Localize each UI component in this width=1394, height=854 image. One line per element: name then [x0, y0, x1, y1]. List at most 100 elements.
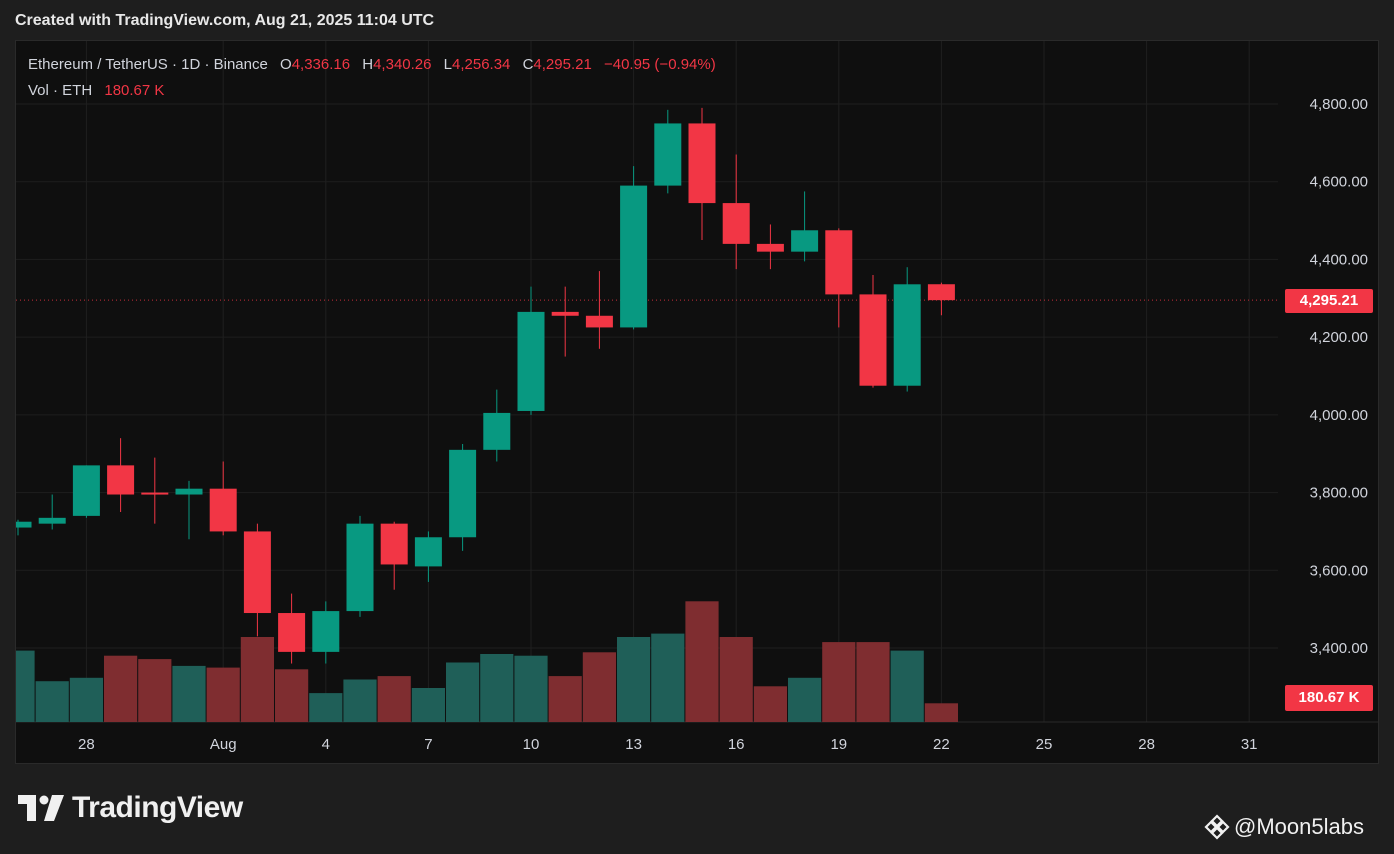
tradingview-logo[interactable]: TradingView — [18, 791, 243, 825]
y-tick-label: 4,600.00 — [1310, 174, 1368, 191]
volume-bar — [788, 677, 822, 722]
candle-body — [722, 203, 750, 244]
candle-body — [927, 284, 955, 301]
tradingview-logo-icon — [18, 795, 64, 821]
high-value: 4,340.26 — [373, 56, 432, 73]
volume-bar — [856, 642, 890, 722]
close-value: 4,295.21 — [533, 56, 592, 73]
volume-bar — [16, 650, 35, 722]
x-tick-label: 22 — [933, 736, 950, 753]
volume-bar — [822, 642, 856, 722]
x-tick-label: 28 — [1138, 736, 1155, 753]
volume-bar — [480, 654, 514, 722]
y-tick-label: 4,800.00 — [1310, 96, 1368, 113]
x-tick-label: 10 — [523, 736, 540, 753]
candle-body — [517, 311, 545, 411]
high-label: H — [362, 56, 374, 73]
candle-body — [654, 123, 682, 186]
last-price-tag: 4,295.21 — [1285, 289, 1373, 313]
volume-value: 180.67 K — [104, 82, 165, 99]
change-value: −40.95 (−0.94%) — [603, 56, 716, 73]
symbol-label[interactable]: Ethereum / TetherUS · 1D · Binance — [28, 56, 268, 73]
x-tick-label: Aug — [210, 736, 237, 753]
volume-bar — [651, 633, 685, 722]
candle-body — [38, 517, 66, 524]
volume-bar — [446, 662, 480, 722]
volume-bar — [343, 679, 377, 722]
volume-bar — [377, 676, 411, 722]
candle-body — [380, 523, 408, 565]
candle-body — [107, 465, 135, 495]
candle-body — [243, 531, 271, 614]
volume-bar — [582, 652, 616, 722]
open-label: O — [280, 56, 292, 73]
candle-body — [346, 523, 374, 612]
tradingview-wordmark: TradingView — [72, 791, 243, 824]
candle-body — [585, 315, 613, 328]
volume-bar — [411, 688, 445, 722]
x-tick-label: 31 — [1241, 736, 1258, 753]
close-label: C — [522, 56, 534, 73]
author-watermark: @Moon5labs — [1204, 814, 1364, 840]
volume-bar — [548, 676, 582, 722]
candle-body — [825, 230, 853, 295]
watermark-text: @Moon5labs — [1234, 814, 1364, 839]
y-tick-label: 4,400.00 — [1310, 251, 1368, 268]
volume-bar — [35, 681, 69, 722]
volume-bar — [275, 669, 309, 722]
x-tick-label: 25 — [1036, 736, 1053, 753]
candle-body — [620, 185, 648, 328]
volume-bar — [240, 637, 274, 722]
candle-body — [72, 465, 100, 516]
volume-bar — [172, 665, 206, 722]
volume-bar — [69, 677, 103, 722]
x-tick-label: 4 — [322, 736, 330, 753]
candle-body — [16, 521, 32, 528]
volume-bar — [104, 655, 138, 722]
x-tick-label: 13 — [625, 736, 642, 753]
volume-bar — [685, 601, 719, 722]
low-label: L — [443, 56, 452, 73]
volume-bar — [753, 686, 787, 722]
volume-bar — [514, 655, 548, 722]
created-with-caption: Created with TradingView.com, Aug 21, 20… — [15, 12, 435, 29]
volume-label[interactable]: Vol · ETH — [28, 82, 93, 99]
volume-bar — [206, 667, 240, 722]
candle-body — [449, 449, 477, 538]
candle-body — [756, 243, 784, 252]
last-volume-tag: 180.67 K — [1285, 685, 1373, 711]
ohlc-legend: Ethereum / TetherUS · 1D · Binance O4,33… — [28, 55, 716, 107]
x-tick-label: 7 — [424, 736, 432, 753]
y-tick-label: 4,200.00 — [1310, 329, 1368, 346]
y-tick-label: 3,400.00 — [1310, 640, 1368, 657]
x-tick-label: 19 — [830, 736, 847, 753]
candle-body — [859, 294, 887, 386]
low-value: 4,256.34 — [452, 56, 511, 73]
y-tick-label: 4,000.00 — [1310, 407, 1368, 424]
open-value: 4,336.16 — [291, 56, 351, 73]
binance-diamond-icon — [1204, 814, 1230, 840]
volume-bar — [138, 659, 172, 722]
candle-body — [278, 613, 306, 652]
chart-panel[interactable]: 4,800.00 4,600.00 4,400.00 4,200.00 4,000.00… — [15, 40, 1379, 764]
candle-body — [414, 537, 442, 567]
volume-row: Vol · ETH 180.67 K — [28, 81, 716, 107]
volume-bar — [309, 693, 343, 722]
candle-body — [893, 284, 921, 386]
candle-body — [483, 412, 511, 450]
candle-body — [175, 488, 203, 495]
candle-body — [141, 492, 169, 495]
candle-body — [688, 123, 716, 204]
volume-bar — [617, 637, 651, 722]
x-tick-label: 28 — [78, 736, 95, 753]
x-tick-label: 16 — [728, 736, 745, 753]
volume-bar — [890, 650, 924, 722]
ohlc-row: Ethereum / TetherUS · 1D · Binance O4,33… — [28, 55, 716, 81]
candle-body — [312, 611, 340, 652]
candlestick-chart[interactable]: 4,800.00 4,600.00 4,400.00 4,200.00 4,000.00… — [16, 41, 1378, 763]
volume-bar — [924, 703, 958, 722]
volume-bar — [719, 637, 753, 722]
candle-body — [551, 311, 579, 316]
y-tick-label: 3,800.00 — [1310, 485, 1368, 502]
candle-body — [791, 230, 819, 252]
